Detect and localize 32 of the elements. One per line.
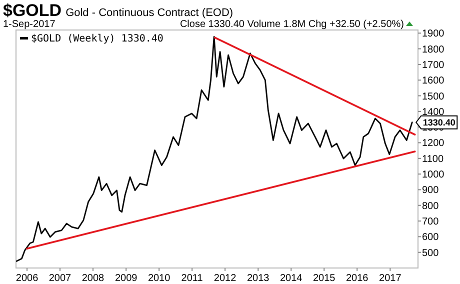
y-tick-label: 1100: [422, 154, 444, 165]
annotation: Close 1330.40 Volume 1.8M Chg +32.50 (+2.50%): [180, 19, 404, 30]
y-tick-label: 1000: [422, 170, 445, 181]
y-tick-label: 1900: [422, 28, 445, 40]
y-tick-label: 1200: [422, 138, 445, 150]
x-tick-label: 2009: [114, 273, 138, 284]
y-tick-label: 1800: [422, 44, 445, 56]
y-tick-label: 1400: [422, 106, 445, 118]
annotation: 1330.40: [422, 117, 456, 128]
x-tick-label: 2012: [214, 273, 237, 284]
x-tick-label: 2016: [346, 273, 369, 284]
y-tick-label: 1500: [422, 91, 445, 102]
y-tick-label: 500: [422, 248, 440, 259]
x-tick-label: 2013: [246, 273, 270, 284]
x-tick-label: 2008: [82, 273, 105, 284]
x-tick-label: 2017: [379, 273, 402, 284]
y-tick-label: 1600: [422, 76, 445, 87]
x-tick-label: 2007: [48, 273, 72, 284]
y-tick-label: 900: [422, 185, 440, 196]
x-tick-label: 2015: [312, 273, 336, 284]
y-tick-label: 700: [422, 216, 440, 228]
y-tick-label: 800: [422, 200, 440, 212]
x-tick-label: 2011: [181, 273, 204, 284]
price-tag: 1330.40: [416, 115, 458, 130]
x-tick-label: 2006: [16, 273, 39, 284]
y-tick-label: 1700: [422, 60, 445, 71]
x-tick-label: 2014: [280, 273, 303, 284]
legend-label: $GOLD (Weekly) 1330.40: [31, 34, 164, 44]
x-tick-label: 2010: [148, 273, 171, 284]
y-tick-label: 600: [422, 232, 440, 244]
chart-subtitle: 1-Sep-2017: [3, 19, 56, 30]
chart-title: $GOLD Gold - Continuous Contract (EOD): [3, 1, 234, 20]
